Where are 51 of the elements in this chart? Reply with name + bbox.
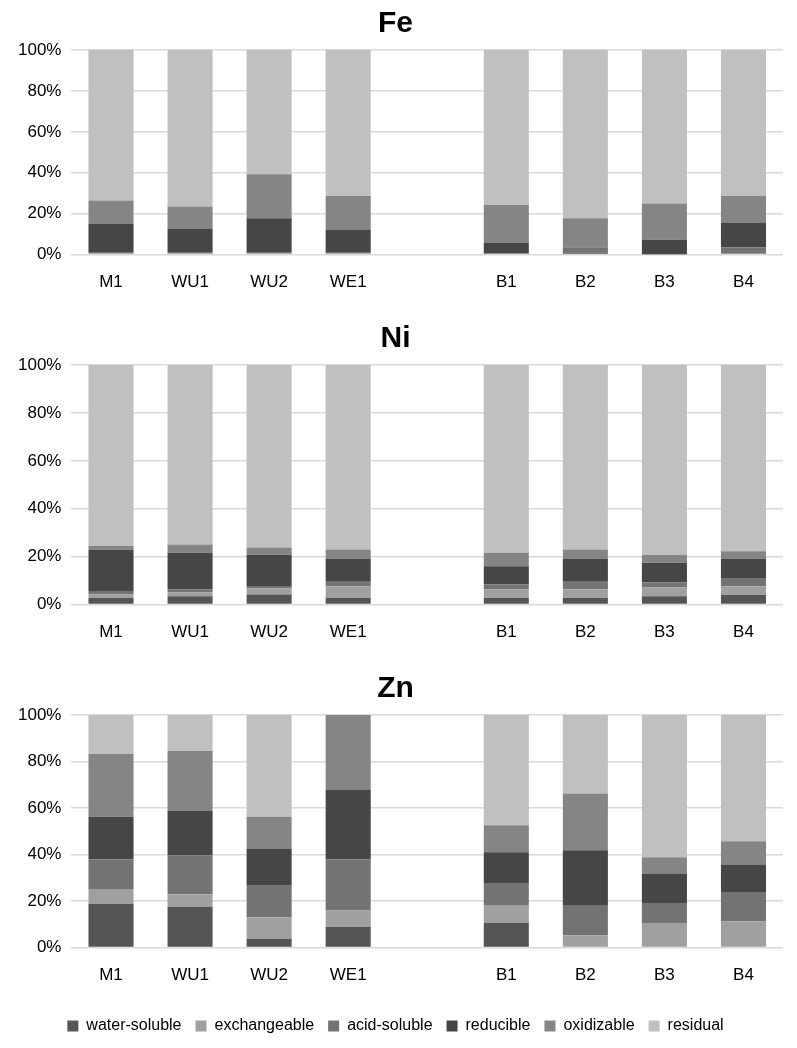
legend-label: acid-soluble	[347, 1016, 433, 1034]
x-tick-label: WE1	[329, 965, 367, 985]
x-tick-label: M1	[99, 622, 123, 642]
x-tick-label: M1	[99, 965, 123, 985]
x-tick-label: B4	[733, 965, 754, 985]
x-tick-label: WU2	[250, 272, 289, 292]
x-tick-label: WU2	[250, 965, 289, 985]
chart-title: Zn	[377, 670, 414, 704]
x-tick-label: B2	[574, 272, 596, 292]
y-tick-label: 80%	[27, 402, 62, 422]
x-tick-label: B3	[654, 622, 675, 642]
y-tick-label: 20%	[27, 890, 62, 910]
x-tick-label: B4	[733, 622, 754, 642]
y-tick-label: 40%	[27, 162, 62, 182]
y-tick-label: 40%	[27, 844, 62, 864]
legend-label: reducible	[465, 1016, 531, 1034]
x-tick-label: B4	[733, 272, 754, 292]
legend-label: oxidizable	[563, 1016, 635, 1034]
y-tick-label: 100%	[18, 354, 62, 374]
y-tick-label: 60%	[27, 121, 62, 141]
x-tick-label: WE1	[329, 622, 367, 642]
x-tick-label: M1	[99, 272, 123, 292]
x-tick-label: WU1	[171, 965, 209, 985]
y-tick-label: 60%	[27, 450, 62, 470]
y-tick-label: 0%	[36, 244, 62, 264]
y-tick-label: 100%	[18, 39, 62, 59]
x-tick-label: B1	[495, 622, 517, 642]
x-tick-label: WU2	[250, 622, 289, 642]
legend-label: residual	[667, 1016, 724, 1034]
chart-title: Fe	[377, 5, 414, 39]
x-tick-label: WU1	[171, 622, 209, 642]
y-tick-label: 100%	[18, 704, 62, 724]
x-tick-label: B1	[495, 272, 517, 292]
y-tick-label: 0%	[36, 937, 62, 957]
legend-label: exchangeable	[214, 1016, 315, 1034]
x-tick-label: B2	[574, 622, 596, 642]
chart-title: Ni	[380, 320, 411, 354]
y-tick-label: 0%	[36, 594, 62, 614]
y-tick-label: 80%	[27, 751, 62, 771]
y-tick-label: 40%	[27, 498, 62, 518]
x-tick-label: B2	[574, 965, 596, 985]
x-tick-label: WE1	[329, 272, 367, 292]
x-tick-label: B1	[495, 965, 517, 985]
x-tick-label: WU1	[171, 272, 209, 292]
legend-label: water-soluble	[85, 1016, 182, 1034]
x-tick-label: B3	[654, 272, 675, 292]
y-tick-label: 20%	[27, 546, 62, 566]
y-tick-label: 80%	[27, 80, 62, 100]
y-tick-label: 60%	[27, 797, 62, 817]
x-tick-label: B3	[654, 965, 675, 985]
y-tick-label: 20%	[27, 203, 62, 223]
